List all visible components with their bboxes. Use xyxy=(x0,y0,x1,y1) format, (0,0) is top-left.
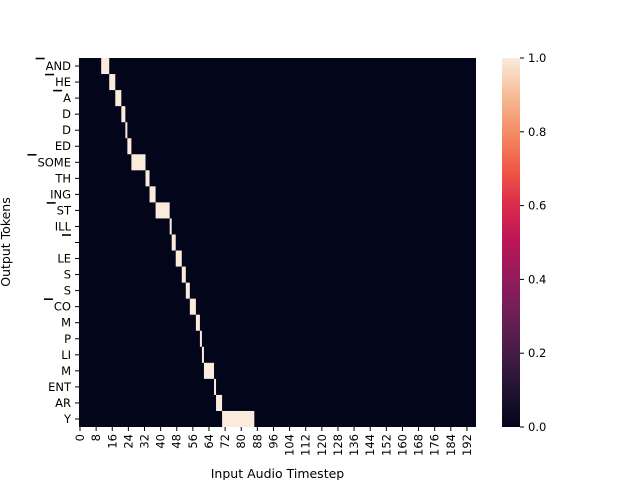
y-tick-label: D xyxy=(62,107,71,121)
x-axis-label: Input Audio Timestep xyxy=(211,466,345,480)
colorbar-tick-label: 0.6 xyxy=(528,199,546,213)
x-tick-label: 48 xyxy=(170,434,184,449)
heatmap-cell-19 xyxy=(203,362,215,379)
heatmap-cell-21 xyxy=(216,394,223,411)
heatmap-cell-2 xyxy=(115,90,122,107)
y-tick-label: S xyxy=(64,284,71,298)
x-axis: 0 8 16 24 32 40 48 56 64 72 80 88 96 104 112 120 128 136 1… xyxy=(73,427,474,456)
heatmap-cell-6 xyxy=(131,154,146,171)
x-tick-label: 128 xyxy=(331,434,345,456)
colorbar-ticks: 0.0 0.2 0.4 0.6 0.8 1.0 xyxy=(520,51,546,434)
x-tick-label: 72 xyxy=(218,434,232,449)
heatmap-cell-13 xyxy=(181,266,186,283)
y-tick-label: P xyxy=(64,332,71,346)
heatmap-cell-11 xyxy=(171,234,176,251)
x-tick-label: 40 xyxy=(154,434,168,449)
colorbar-tick-label: 1.0 xyxy=(528,51,546,65)
x-tick-label: 136 xyxy=(347,434,361,456)
x-tick-label: 64 xyxy=(202,434,216,449)
heatmap-cell-12 xyxy=(175,250,182,267)
y-tick-label: AR xyxy=(55,396,71,410)
x-tick-label: 192 xyxy=(460,434,474,456)
heatmap-cell-8 xyxy=(149,186,156,203)
x-tick-label: 96 xyxy=(266,434,280,449)
heatmap-background xyxy=(79,58,476,427)
colorbar-tick-label: 0.2 xyxy=(528,346,546,360)
y-tick-label: HE xyxy=(55,75,71,89)
y-tick-label: ST xyxy=(57,203,72,217)
heatmap-cell-17 xyxy=(199,330,202,347)
colorbar-tick-label: 0.4 xyxy=(528,272,546,286)
y-tick-label: AND xyxy=(46,59,71,73)
y-tick-label: Y xyxy=(63,412,72,426)
x-tick-label: 168 xyxy=(412,434,426,456)
x-tick-label: 120 xyxy=(315,434,329,456)
heatmap-cell-15 xyxy=(189,298,196,315)
heatmap-cell-22 xyxy=(222,410,255,427)
y-axis: ANDHEADDEDSOMETHINGSTILLLESSCOMPLIMENTAR… xyxy=(27,57,79,426)
colorbar: 0.0 0.2 0.4 0.6 0.8 1.0 xyxy=(502,51,546,434)
heatmap-cell-5 xyxy=(127,138,132,155)
x-tick-label: 24 xyxy=(121,434,135,449)
y-tick-label: S xyxy=(64,268,71,282)
x-tick-label: 144 xyxy=(363,434,377,456)
x-tick-label: 16 xyxy=(105,434,119,449)
x-tick-label: 176 xyxy=(428,434,442,456)
x-tick-label: 8 xyxy=(89,434,103,441)
y-tick-label: M xyxy=(61,316,71,330)
heatmap-cell-9 xyxy=(155,202,170,219)
heatmap-cell-3 xyxy=(121,106,126,123)
y-tick-label: LE xyxy=(57,252,71,266)
y-tick-label: LI xyxy=(61,348,71,362)
colorbar-tick-label: 0.8 xyxy=(528,125,546,139)
x-tick-label: 80 xyxy=(234,434,248,449)
heatmap-cell-16 xyxy=(195,314,200,331)
y-tick-label: ILL xyxy=(55,219,72,233)
heatmap-cell-0 xyxy=(101,58,110,75)
x-tick-label: 160 xyxy=(395,434,409,456)
y-tick-label: ENT xyxy=(48,380,72,394)
heatmap-cell-20 xyxy=(214,378,217,395)
heatmap-cell-10 xyxy=(169,218,172,235)
y-tick-label: ED xyxy=(55,139,71,153)
y-tick-label: D xyxy=(62,123,71,137)
x-tick-label: 184 xyxy=(444,434,458,456)
y-tick-label: M xyxy=(61,364,71,378)
colorbar-gradient xyxy=(502,58,520,427)
x-tick-label: 88 xyxy=(250,434,264,449)
heatmap-cell-4 xyxy=(125,122,128,139)
colorbar-tick-label: 0.0 xyxy=(528,420,546,434)
heatmap-cell-7 xyxy=(145,170,150,187)
heatmap-cell-14 xyxy=(185,282,190,299)
y-axis-label: Output Tokens xyxy=(0,197,13,286)
y-tick-label: ING xyxy=(50,187,71,201)
x-tick-label: 0 xyxy=(73,434,87,441)
x-tick-label: 104 xyxy=(283,434,297,456)
y-tick-label: TH xyxy=(54,171,71,185)
x-tick-label: 56 xyxy=(186,434,200,449)
x-tick-label: 152 xyxy=(379,434,393,456)
heatmap-cell-1 xyxy=(109,74,116,91)
heatmap-cell-18 xyxy=(201,346,204,363)
x-tick-label: 32 xyxy=(137,434,151,449)
plot-area xyxy=(79,58,476,427)
y-tick-label: CO xyxy=(54,300,71,314)
x-tick-label: 112 xyxy=(299,434,313,456)
y-tick-label: A xyxy=(63,91,71,105)
y-tick-label: SOME xyxy=(37,155,71,169)
